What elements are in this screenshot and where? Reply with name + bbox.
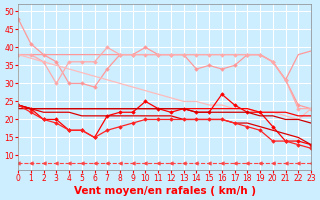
X-axis label: Vent moyen/en rafales ( km/h ): Vent moyen/en rafales ( km/h )	[74, 186, 256, 196]
